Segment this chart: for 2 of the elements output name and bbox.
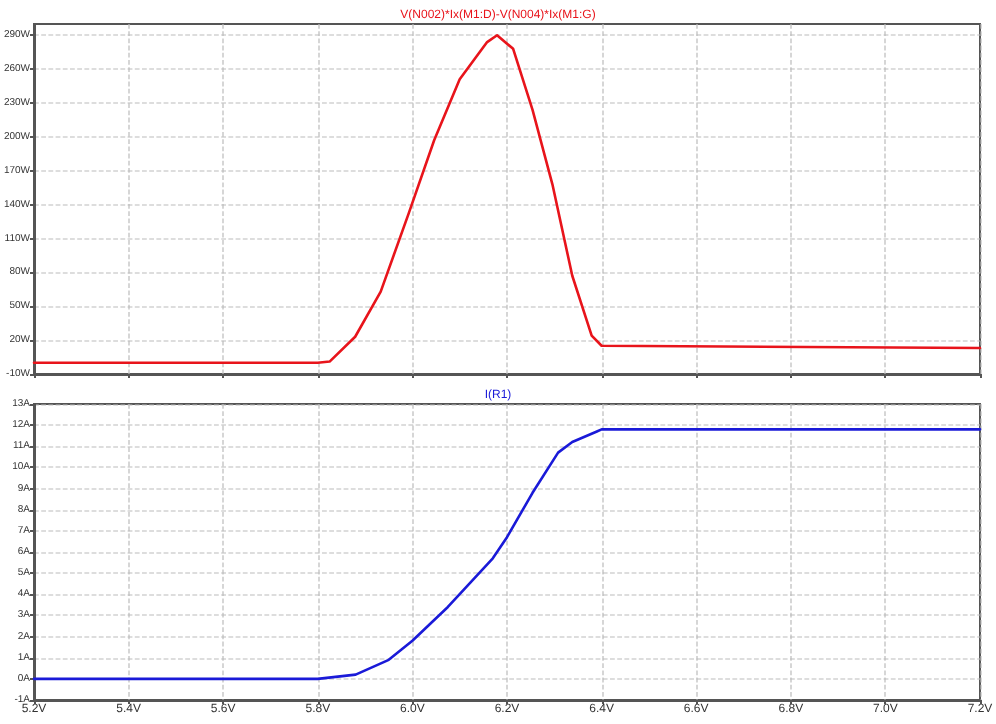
line-series <box>32 428 982 681</box>
line-series <box>32 33 982 365</box>
